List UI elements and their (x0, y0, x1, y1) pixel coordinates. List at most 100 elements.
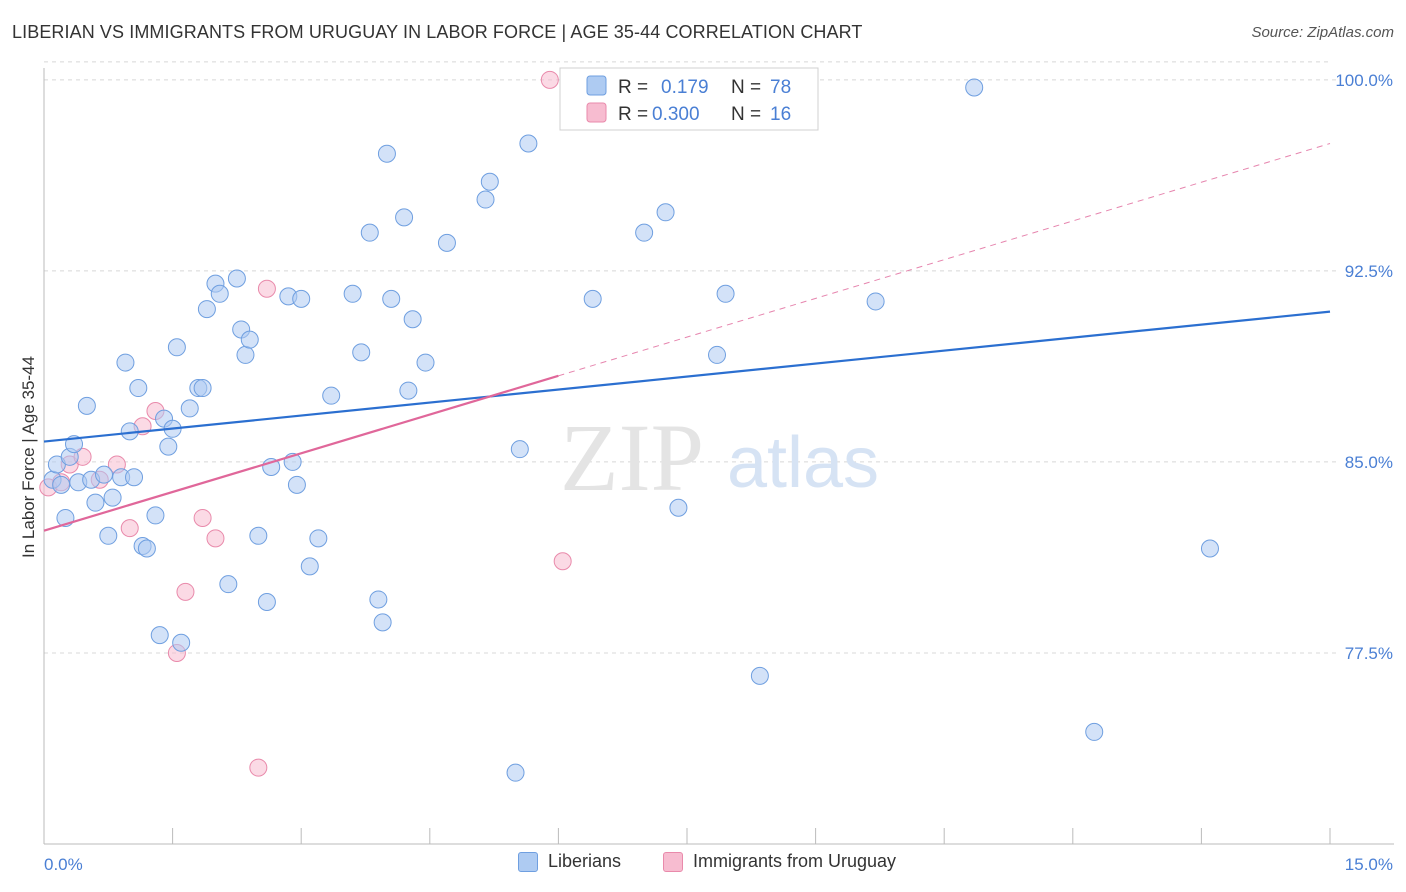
y-axis-label: In Labor Force | Age 35-44 (19, 356, 38, 558)
watermark: ZIP atlas (560, 404, 879, 511)
liberians-point-32 (210, 284, 229, 303)
x-tick-label-1: 15.0% (1345, 855, 1393, 874)
liberians-point-10 (95, 465, 114, 484)
gridlines (44, 61, 1336, 654)
liberians-point-62 (506, 763, 525, 782)
liberians-point-46 (309, 529, 328, 548)
liberians-point-38 (249, 526, 268, 545)
series-liberians-points (43, 78, 1219, 782)
legend-r-label-2: R = (618, 104, 648, 125)
bottom-legend-liberians: Liberians (518, 851, 621, 872)
liberians-point-36 (236, 345, 255, 364)
uruguay-point-15 (540, 70, 559, 89)
liberians-point-11 (99, 526, 118, 545)
liberians-point-71 (750, 666, 769, 685)
legend-r-value-1: 0.179 (661, 77, 709, 98)
liberians-point-21 (150, 626, 169, 645)
liberians-point-30 (197, 300, 216, 319)
liberians-point-65 (583, 289, 602, 308)
liberians-point-55 (395, 208, 414, 227)
y-tick-labels: 77.5% 85.0% 92.5% 100.0% (1335, 71, 1393, 663)
chart-title: LIBERIAN VS IMMIGRANTS FROM URUGUAY IN L… (12, 22, 863, 42)
liberians-point-67 (656, 203, 675, 222)
legend-r-value-2: 0.300 (652, 104, 700, 125)
source-label: Source: ZipAtlas.com (1251, 24, 1394, 41)
liberians-point-59 (437, 233, 456, 252)
liberians-point-69 (708, 345, 727, 364)
uruguay-point-14 (257, 279, 276, 298)
liberians-point-33 (219, 575, 238, 594)
liberians-point-29 (193, 379, 212, 398)
liberians-point-12 (103, 488, 122, 507)
watermark-atlas: atlas (727, 423, 879, 503)
liberians-point-43 (287, 475, 306, 494)
liberians-point-73 (965, 78, 984, 97)
uruguay-point-6 (120, 519, 139, 538)
liberians-point-34 (227, 269, 246, 288)
liberians-point-53 (377, 144, 396, 163)
liberians-point-39 (257, 593, 276, 612)
legend-swatch-liberians (586, 75, 607, 96)
uruguay-point-13 (249, 758, 268, 777)
legend-n-label-2: N = (731, 104, 761, 125)
liberians-point-45 (300, 557, 319, 576)
x-tick-labels: 0.0% 15.0% (44, 855, 1393, 874)
liberians-point-9 (86, 493, 105, 512)
legend-n-value-2: 16 (770, 104, 791, 125)
liberians-point-19 (137, 539, 156, 558)
y-tick-label-2: 92.5% (1345, 262, 1393, 281)
liberians-point-52 (373, 613, 392, 632)
liberians-point-56 (399, 381, 418, 400)
liberians-point-23 (159, 437, 178, 456)
liberians-point-16 (125, 468, 144, 487)
liberians-point-7 (77, 396, 96, 415)
uruguay-point-10 (176, 582, 195, 601)
liberians-point-68 (669, 498, 688, 517)
liberians-point-61 (480, 172, 499, 191)
legend-r-label-1: R = (618, 77, 648, 98)
trend-lines (43, 143, 1331, 532)
liberians-point-74 (1085, 722, 1104, 741)
y-tick-label-3: 100.0% (1335, 71, 1393, 90)
liberians-point-50 (360, 223, 379, 242)
legend-swatch-uruguay (586, 102, 607, 123)
liberians-point-20 (146, 506, 165, 525)
liberians-swatch (518, 851, 538, 872)
uruguay-point-12 (206, 529, 225, 548)
liberians-point-57 (403, 310, 422, 329)
liberians-point-25 (167, 338, 186, 357)
liberians-point-70 (716, 284, 735, 303)
liberians-point-60 (476, 190, 495, 209)
liberians-point-63 (510, 440, 529, 459)
liberians-point-26 (172, 633, 191, 652)
liberians-point-66 (635, 223, 654, 242)
uruguay-swatch (663, 851, 683, 872)
liberians-point-72 (866, 292, 885, 311)
axes (43, 68, 1394, 845)
liberians-point-47 (322, 386, 341, 405)
liberians-trend-line (43, 310, 1331, 443)
x-tick-label-0: 0.0% (44, 855, 83, 874)
liberians-point-2 (52, 475, 71, 494)
liberians-point-14 (116, 353, 135, 372)
liberians-point-37 (240, 330, 259, 349)
bottom-legend-uruguay: Immigrants from Uruguay (663, 851, 896, 872)
liberians-point-49 (352, 343, 371, 362)
liberians-point-17 (129, 379, 148, 398)
liberians-point-51 (369, 590, 388, 609)
bottom-legend: Liberians Immigrants from Uruguay (0, 851, 1406, 879)
legend-n-label-1: N = (731, 77, 761, 98)
uruguay-trend-line (43, 374, 559, 532)
legend-n-value-1: 78 (770, 77, 791, 98)
liberians-point-44 (292, 289, 311, 308)
bottom-legend-liberians-label: Liberians (548, 851, 622, 871)
bottom-legend-uruguay-label: Immigrants from Uruguay (693, 851, 897, 871)
liberians-point-58 (416, 353, 435, 372)
uruguay-trend-line-extension (558, 143, 1331, 377)
y-tick-label-1: 85.0% (1345, 453, 1393, 472)
uruguay-point-16 (553, 552, 572, 571)
legend: R = 0.179 N = 78 R = 0.300 N = 16 (559, 67, 819, 131)
liberians-point-64 (519, 134, 538, 153)
liberians-point-48 (343, 284, 362, 303)
